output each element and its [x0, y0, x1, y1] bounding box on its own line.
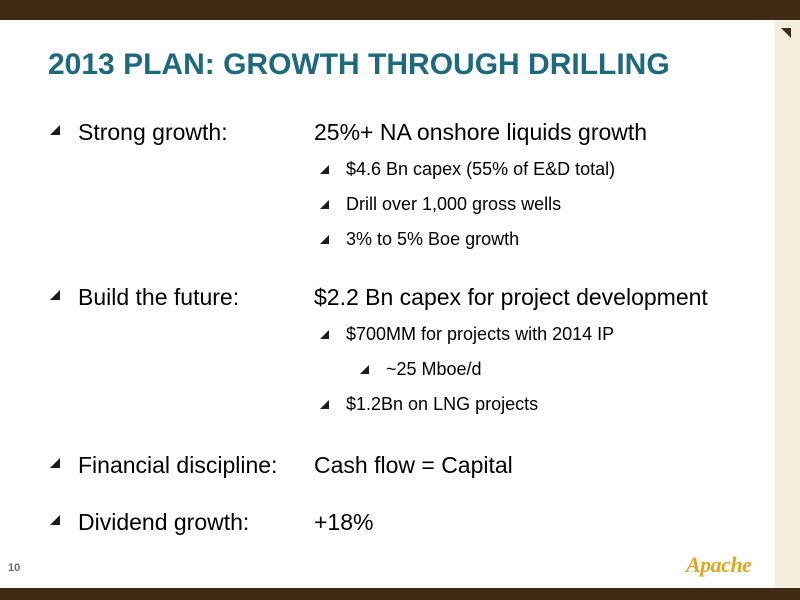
- sub-item: $1.2Bn on LNG projects: [346, 394, 539, 414]
- sub-item: Drill over 1,000 gross wells: [346, 194, 562, 214]
- bullet-triangle-icon: [50, 290, 60, 300]
- sub-bullet-triangle-icon: [320, 200, 329, 209]
- top-band: [0, 0, 800, 20]
- item-label-financial-discipline: Financial discipline:: [78, 452, 278, 478]
- item-value-build-future: $2.2 Bn capex for project development: [314, 284, 708, 310]
- item-label-strong-growth: Strong growth:: [78, 119, 228, 145]
- sub-item: $700MM for projects with 2014 IP: [346, 324, 615, 344]
- sub-item: $4.6 Bn capex (55% of E&D total): [346, 159, 616, 179]
- corner-triangle-icon: [781, 28, 791, 38]
- slide-title: 2013 PLAN: GROWTH THROUGH DRILLING: [48, 48, 670, 81]
- sub-bullet-triangle-icon: [320, 400, 329, 409]
- apache-logo: Apache: [686, 552, 752, 577]
- sub-bullet-triangle-icon: [320, 330, 329, 339]
- bullet-triangle-icon: [50, 515, 60, 525]
- page-number: 10: [8, 562, 21, 574]
- sub-bullet-triangle-icon: [320, 235, 329, 244]
- sub-bullet-triangle-icon: [320, 165, 329, 174]
- bullet-triangle-icon: [50, 458, 60, 468]
- item-label-build-future: Build the future:: [78, 284, 240, 310]
- bullet-triangle-icon: [50, 125, 60, 135]
- item-value-strong-growth: 25%+ NA onshore liquids growth: [314, 119, 648, 145]
- item-value-dividend-growth: +18%: [314, 509, 374, 535]
- sub-item: 3% to 5% Boe growth: [346, 229, 520, 249]
- bottom-band: [0, 588, 800, 600]
- sub-sub-bullet-triangle-icon: [360, 365, 369, 374]
- right-side-panel: [775, 20, 800, 588]
- sub-sub-item: ~25 Mboe/d: [386, 359, 482, 379]
- item-value-financial-discipline: Cash flow = Capital: [314, 452, 513, 478]
- item-label-dividend-growth: Dividend growth:: [78, 509, 250, 535]
